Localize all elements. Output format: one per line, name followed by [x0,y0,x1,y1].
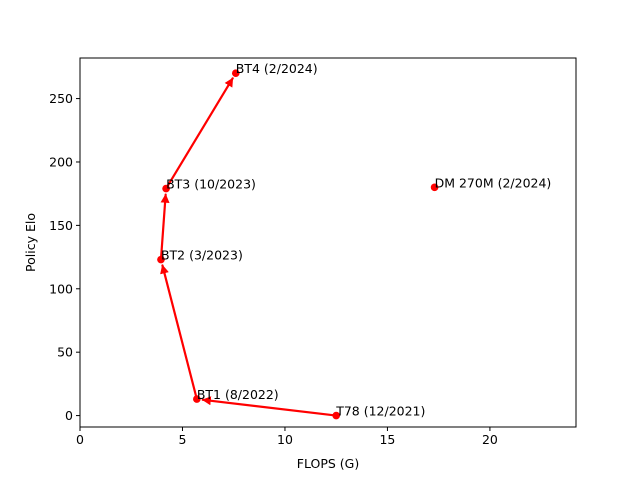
points-layer [157,69,439,420]
x-tick-label: 10 [277,432,293,447]
data-point [430,183,439,192]
plot-area [80,58,576,427]
x-tick-label: 15 [379,432,395,447]
arrow-bt2-to-bt3 [159,193,170,261]
y-axis-title: Policy Elo [23,213,38,272]
point-label: BT3 (10/2023) [166,177,256,192]
point-labels: T78 (12/2021) BT1 (8/2022) BT2 (3/2023) BT3… [161,61,551,418]
point-label: BT2 (3/2023) [161,248,243,263]
y-tick-label: 50 [57,345,73,360]
point-label: DM 270M (2/2024) [435,175,552,190]
y-tick-label: 100 [49,281,73,296]
data-point [332,411,340,420]
y-tick-label: 150 [49,218,73,233]
x-axis-ticks: 0 5 10 15 20 [76,427,498,447]
point-label: BT4 (2/2024) [236,61,318,76]
x-tick-label: 20 [482,432,498,447]
y-tick-label: 250 [49,91,73,106]
arrow-bt3-to-bt4 [164,77,234,190]
x-tick-label: 5 [179,432,187,447]
data-point [193,395,201,403]
arrow-bt1-to-bt2 [160,264,198,401]
point-label: BT1 (8/2022) [197,387,279,402]
y-axis-ticks: 0 50 100 150 200 250 [49,91,80,423]
plot-frame [79,57,577,428]
y-tick-label: 0 [65,408,73,423]
arrows-layer [159,77,338,417]
arrow-t78-to-bt1 [201,396,338,417]
data-point [157,255,165,264]
data-point [162,184,170,193]
x-axis-title: FLOPS (G) [297,456,359,471]
x-tick-label: 0 [76,432,84,447]
point-label: T78 (12/2021) [335,404,425,419]
y-tick-label: 200 [49,154,73,169]
data-point [231,69,240,78]
